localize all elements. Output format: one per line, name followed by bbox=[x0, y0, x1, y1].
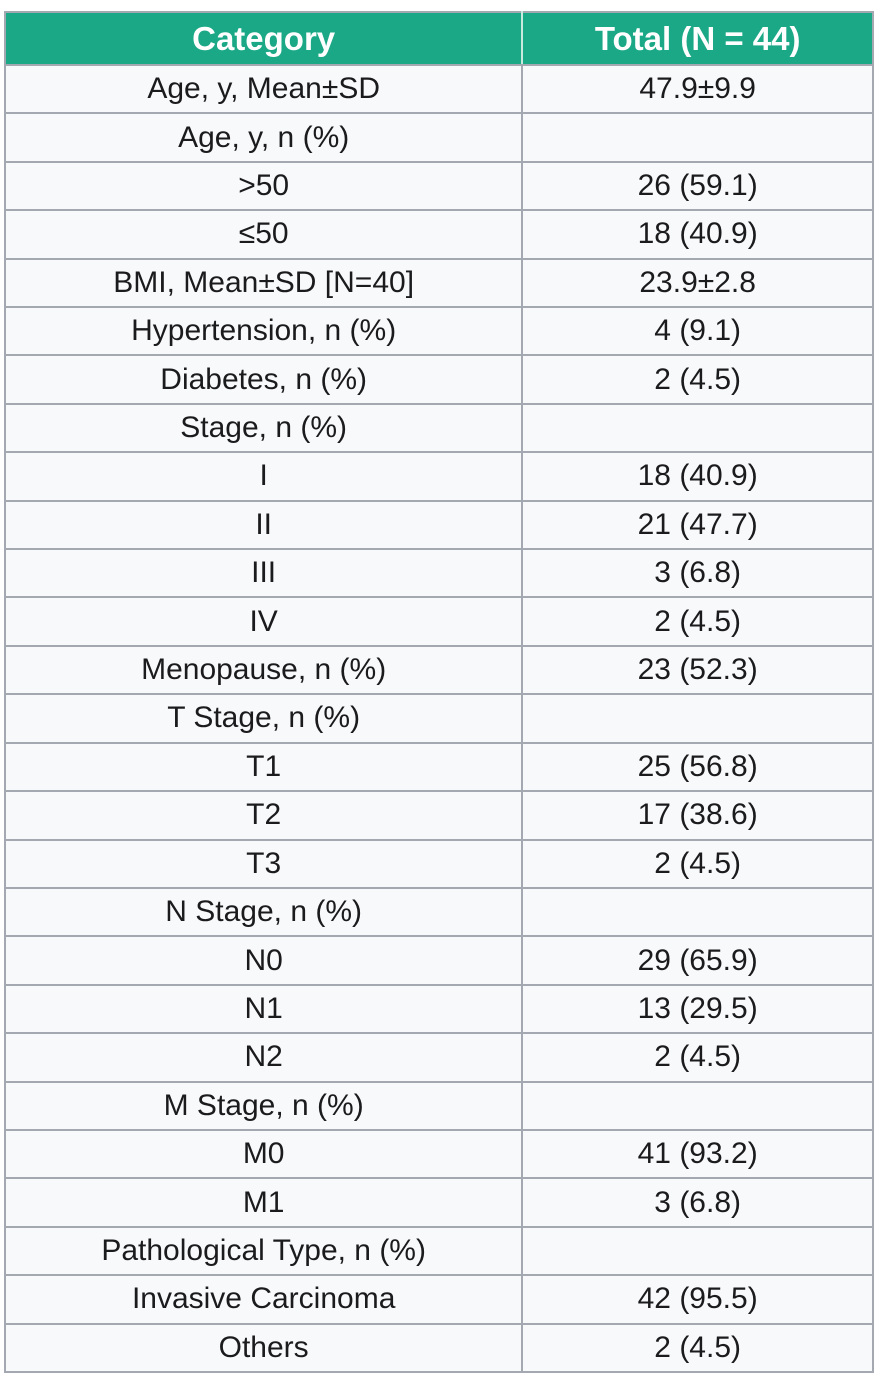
value-cell: 4 (9.1) bbox=[521, 306, 874, 357]
table-row: N2 2 (4.5) bbox=[3, 1032, 874, 1083]
table-row: Diabetes, n (%) 2 (4.5) bbox=[3, 354, 874, 405]
table-row: I 18 (40.9) bbox=[3, 451, 874, 502]
category-cell: Invasive Carcinoma bbox=[3, 1274, 524, 1325]
value-cell: 2 (4.5) bbox=[521, 596, 874, 647]
value-cell: 42 (95.5) bbox=[521, 1274, 874, 1325]
category-cell: Hypertension, n (%) bbox=[3, 306, 524, 357]
table-row: Menopause, n (%) 23 (52.3) bbox=[3, 644, 874, 696]
category-cell: ≤50 bbox=[3, 209, 524, 260]
category-cell: T Stage, n (%) bbox=[3, 693, 524, 744]
value-cell: 29 (65.9) bbox=[521, 935, 874, 986]
value-cell: 2 (4.5) bbox=[521, 838, 874, 889]
value-cell: 26 (59.1) bbox=[521, 160, 874, 212]
table-row: Hypertension, n (%) 4 (9.1) bbox=[3, 306, 874, 357]
value-cell: 21 (47.7) bbox=[521, 499, 874, 551]
value-cell bbox=[521, 886, 874, 938]
table-row: Age, y, n (%) bbox=[3, 112, 874, 163]
category-cell: Menopause, n (%) bbox=[3, 644, 524, 696]
value-cell: 2 (4.5) bbox=[521, 354, 874, 405]
table-row: BMI, Mean±SD [N=40] 23.9±2.8 bbox=[3, 257, 874, 309]
category-cell: N1 bbox=[3, 983, 524, 1035]
category-cell: BMI, Mean±SD [N=40] bbox=[3, 257, 524, 309]
category-cell: II bbox=[3, 499, 524, 551]
category-cell: Age, y, n (%) bbox=[3, 112, 524, 163]
table-row: Pathological Type, n (%) bbox=[3, 1225, 874, 1277]
category-cell: T2 bbox=[3, 790, 524, 841]
table-row: III 3 (6.8) bbox=[3, 548, 874, 599]
category-cell: Others bbox=[3, 1322, 524, 1374]
table-row: Stage, n (%) bbox=[3, 402, 874, 454]
category-cell: M1 bbox=[3, 1177, 524, 1228]
table-row: M1 3 (6.8) bbox=[3, 1177, 874, 1228]
table-row: T Stage, n (%) bbox=[3, 693, 874, 744]
table-body: Age, y, Mean±SD 47.9±9.9 Age, y, n (%) >… bbox=[3, 63, 874, 1374]
category-cell: Pathological Type, n (%) bbox=[3, 1225, 524, 1277]
category-cell: Age, y, Mean±SD bbox=[3, 63, 524, 115]
value-cell bbox=[521, 402, 874, 454]
category-cell: IV bbox=[3, 596, 524, 647]
value-cell: 3 (6.8) bbox=[521, 548, 874, 599]
value-cell bbox=[521, 1225, 874, 1277]
table-row: N1 13 (29.5) bbox=[3, 983, 874, 1035]
category-cell: Diabetes, n (%) bbox=[3, 354, 524, 405]
value-cell: 23.9±2.8 bbox=[521, 257, 874, 309]
value-cell bbox=[521, 112, 874, 163]
table-row: N Stage, n (%) bbox=[3, 886, 874, 938]
value-cell: 3 (6.8) bbox=[521, 1177, 874, 1228]
category-cell: III bbox=[3, 548, 524, 599]
category-cell: T1 bbox=[3, 741, 524, 793]
table-row: T2 17 (38.6) bbox=[3, 790, 874, 841]
table-row: T3 2 (4.5) bbox=[3, 838, 874, 889]
table-header: Category Total (N = 44) bbox=[3, 11, 874, 66]
value-cell: 23 (52.3) bbox=[521, 644, 874, 696]
table-row: IV 2 (4.5) bbox=[3, 596, 874, 647]
table-row: T1 25 (56.8) bbox=[3, 741, 874, 793]
header-category: Category bbox=[3, 11, 524, 66]
category-cell: M Stage, n (%) bbox=[3, 1080, 524, 1131]
table-row: N0 29 (65.9) bbox=[3, 935, 874, 986]
category-cell: T3 bbox=[3, 838, 524, 889]
value-cell bbox=[521, 693, 874, 744]
category-cell: N Stage, n (%) bbox=[3, 886, 524, 938]
value-cell: 13 (29.5) bbox=[521, 983, 874, 1035]
table-row: >50 26 (59.1) bbox=[3, 160, 874, 212]
value-cell: 41 (93.2) bbox=[521, 1128, 874, 1180]
header-row: Category Total (N = 44) bbox=[3, 11, 874, 66]
category-cell: >50 bbox=[3, 160, 524, 212]
table-row: Others 2 (4.5) bbox=[3, 1322, 874, 1374]
category-cell: N2 bbox=[3, 1032, 524, 1083]
category-cell: Stage, n (%) bbox=[3, 402, 524, 454]
patient-characteristics-table: Category Total (N = 44) Age, y, Mean±SD … bbox=[3, 11, 874, 1374]
category-cell: M0 bbox=[3, 1128, 524, 1180]
value-cell: 18 (40.9) bbox=[521, 451, 874, 502]
value-cell: 2 (4.5) bbox=[521, 1032, 874, 1083]
value-cell: 17 (38.6) bbox=[521, 790, 874, 841]
table-row: II 21 (47.7) bbox=[3, 499, 874, 551]
category-cell: N0 bbox=[3, 935, 524, 986]
value-cell bbox=[521, 1080, 874, 1131]
table-row: ≤50 18 (40.9) bbox=[3, 209, 874, 260]
table-row: M0 41 (93.2) bbox=[3, 1128, 874, 1180]
value-cell: 25 (56.8) bbox=[521, 741, 874, 793]
header-total: Total (N = 44) bbox=[521, 11, 874, 66]
value-cell: 2 (4.5) bbox=[521, 1322, 874, 1374]
value-cell: 47.9±9.9 bbox=[521, 63, 874, 115]
value-cell: 18 (40.9) bbox=[521, 209, 874, 260]
table-row: Age, y, Mean±SD 47.9±9.9 bbox=[3, 63, 874, 115]
table-row: Invasive Carcinoma 42 (95.5) bbox=[3, 1274, 874, 1325]
category-cell: I bbox=[3, 451, 524, 502]
table-row: M Stage, n (%) bbox=[3, 1080, 874, 1131]
